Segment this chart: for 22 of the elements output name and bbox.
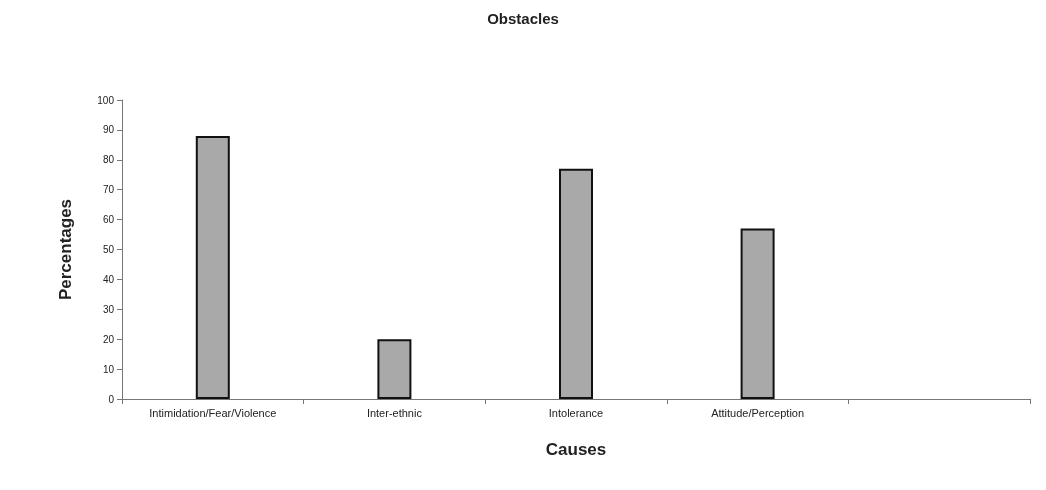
y-tick-label: 20 [102,333,115,345]
y-tick-label: 0 [108,393,115,405]
x-tick-label: Intimidation/Fear/Violence [149,406,277,419]
x-axis-title: Causes [545,440,607,459]
y-axis-title: Percentages [56,198,75,301]
x-tick-label: Attitude/Perception [711,406,805,419]
y-tick-label: 80 [102,154,115,166]
bar [195,135,230,399]
y-tick-label: 10 [102,363,115,375]
y-tick-label: 40 [102,273,115,285]
chart-title: Obstacles [487,10,559,27]
bar [377,339,412,399]
bar [740,228,775,399]
x-tick-label: Inter-ethnic [366,406,423,419]
x-tick-label: Intolerance [548,406,604,419]
y-tick-label: 60 [102,214,115,226]
y-tick-label: 30 [102,303,115,315]
bar [559,168,593,399]
y-tick-label: 70 [102,184,115,196]
y-tick-label: 90 [102,124,115,136]
y-tick-label: 50 [102,244,115,255]
y-tick-label: 100 [97,94,115,106]
